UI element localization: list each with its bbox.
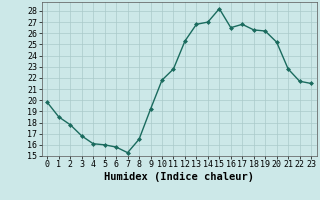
X-axis label: Humidex (Indice chaleur): Humidex (Indice chaleur) (104, 172, 254, 182)
